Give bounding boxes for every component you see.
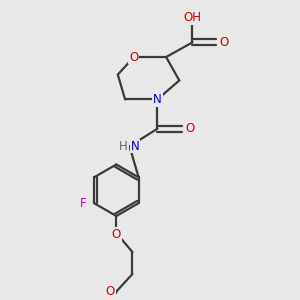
Text: O: O: [219, 36, 229, 49]
Text: N: N: [153, 93, 162, 106]
Text: OH: OH: [184, 11, 202, 24]
Text: H: H: [119, 140, 128, 153]
Text: N: N: [131, 140, 140, 153]
Text: O: O: [106, 285, 115, 298]
Text: F: F: [80, 196, 87, 210]
Text: O: O: [129, 50, 139, 64]
Text: O: O: [112, 228, 121, 241]
Text: O: O: [186, 122, 195, 135]
